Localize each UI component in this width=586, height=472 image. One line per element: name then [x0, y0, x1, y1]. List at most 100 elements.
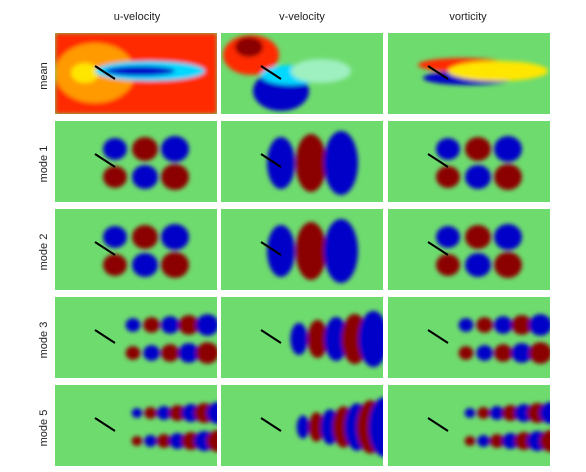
field-blob: [436, 138, 460, 160]
field-blob: [105, 66, 175, 76]
plate-line: [260, 417, 282, 432]
field-blob: [494, 224, 522, 250]
field-blob: [489, 406, 505, 420]
column-title-v-velocity: v-velocity: [279, 11, 325, 23]
field-panel-r3-c0: [55, 297, 217, 378]
field-blob: [131, 436, 143, 446]
field-blob: [324, 219, 358, 283]
field-blob: [436, 254, 460, 276]
field-blob: [308, 412, 325, 442]
field-blob: [477, 407, 490, 419]
plate-line: [427, 153, 449, 168]
field-blob: [178, 315, 200, 335]
field-panel-r2-c2: [388, 209, 550, 290]
field-blob: [103, 138, 127, 160]
field-blob: [290, 322, 308, 356]
field-blob: [71, 63, 99, 83]
field-blob: [295, 222, 327, 280]
field-panel-r3-c2: [388, 297, 550, 378]
field-blob: [368, 397, 383, 457]
field-blob: [465, 225, 491, 249]
plate-line: [427, 241, 449, 256]
field-blob: [539, 430, 550, 452]
field-blob: [143, 317, 161, 333]
field-blob: [358, 310, 383, 368]
field-blob: [476, 317, 494, 333]
field-blob: [465, 165, 491, 189]
field-blob: [494, 164, 522, 190]
field-blob: [206, 430, 217, 452]
field-blob: [103, 166, 127, 188]
field-blob: [458, 318, 474, 332]
field-blob: [539, 402, 550, 424]
field-blob: [296, 415, 310, 439]
field-blob: [161, 224, 189, 250]
field-blob: [458, 346, 474, 360]
field-blob: [295, 134, 327, 192]
field-panel-r1-c0: [55, 121, 217, 202]
field-blob: [324, 316, 348, 362]
field-blob: [494, 136, 522, 162]
field-blob: [103, 254, 127, 276]
field-panel-r4-c0: [55, 385, 217, 466]
field-blob: [169, 405, 186, 421]
field-blob: [464, 408, 476, 418]
field-blob: [195, 314, 217, 336]
field-blob: [161, 136, 189, 162]
field-blob: [494, 252, 522, 278]
field-blob: [156, 434, 172, 448]
field-blob: [132, 137, 158, 161]
field-blob: [103, 226, 127, 248]
field-blob: [291, 59, 351, 83]
field-blob: [436, 166, 460, 188]
field-blob: [156, 406, 172, 420]
row-label-mode-1: mode 1: [38, 145, 50, 183]
field-panel-r0-c0: [55, 33, 217, 114]
plate-line: [427, 417, 449, 432]
field-blob: [132, 225, 158, 249]
field-blob: [502, 433, 519, 449]
field-blob: [476, 345, 494, 361]
field-blob: [161, 252, 189, 278]
row-label-mode-5: mode 5: [38, 409, 50, 447]
field-blob: [493, 344, 513, 362]
field-blob: [131, 408, 143, 418]
field-blob: [169, 433, 186, 449]
plate-line: [260, 329, 282, 344]
field-panel-r1-c2: [388, 121, 550, 202]
field-panel-r4-c1: [221, 385, 383, 466]
field-blob: [464, 436, 476, 446]
field-blob: [528, 314, 550, 336]
plate-line: [94, 65, 116, 80]
plate-line: [260, 241, 282, 256]
field-blob: [235, 37, 263, 57]
field-panel-r3-c1: [221, 297, 383, 378]
field-blob: [144, 407, 157, 419]
field-blob: [125, 318, 141, 332]
row-label-mode-3: mode 3: [38, 321, 50, 359]
field-blob: [125, 346, 141, 360]
field-blob: [528, 342, 550, 364]
row-label-mean: mean: [38, 62, 50, 90]
row-label-mode-2: mode 2: [38, 233, 50, 271]
field-panel-r0-c1: [221, 33, 383, 114]
field-blob: [502, 405, 519, 421]
field-blob: [324, 131, 358, 195]
field-panel-r4-c2: [388, 385, 550, 466]
field-blob: [178, 343, 200, 363]
field-blob: [511, 343, 533, 363]
field-blob: [144, 435, 157, 447]
field-blob: [448, 61, 548, 81]
field-blob: [132, 253, 158, 277]
field-blob: [143, 345, 161, 361]
column-title-u-velocity: u-velocity: [113, 11, 161, 23]
plate-line: [94, 329, 116, 344]
plate-line: [94, 417, 116, 432]
field-blob: [465, 253, 491, 277]
field-blob: [267, 137, 295, 189]
field-blob: [493, 316, 513, 334]
field-panel-r0-c2: [388, 33, 550, 114]
field-blob: [132, 165, 158, 189]
plate-line: [260, 153, 282, 168]
field-blob: [160, 316, 180, 334]
